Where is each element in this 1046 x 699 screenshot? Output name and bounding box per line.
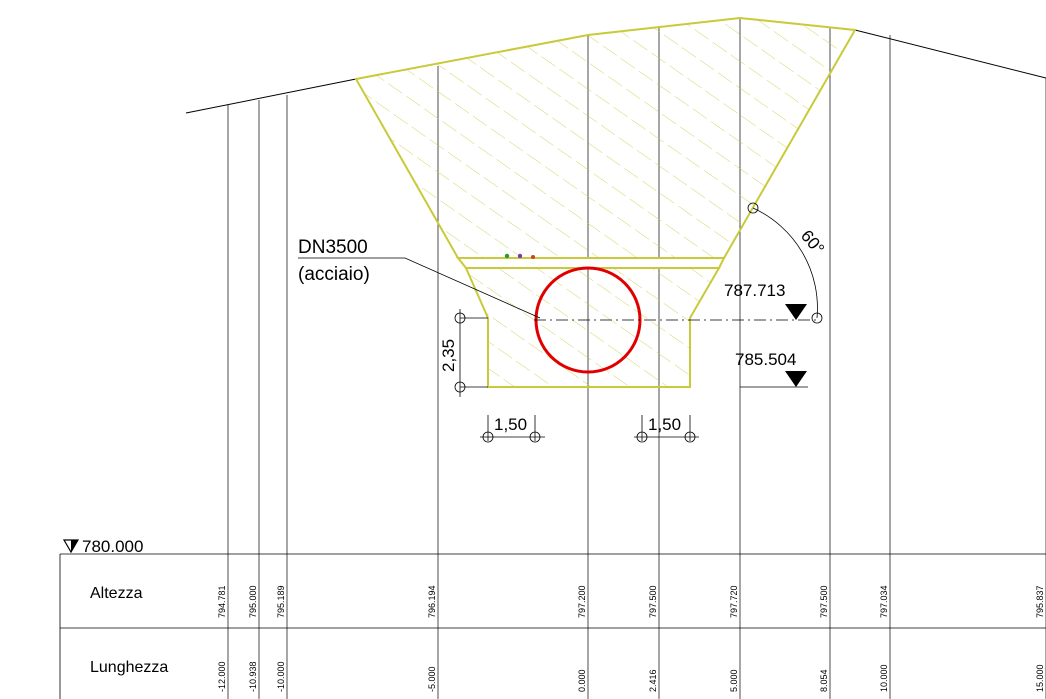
- profile-table-values: 794.781 -12.000 795.000 -10.938 795.189 -10.0…: [217, 585, 1045, 692]
- trench-bottom-level: 785.504: [735, 350, 796, 369]
- lunghezza-value: 15.000: [1035, 664, 1045, 692]
- offset-dimension-right: [634, 415, 699, 443]
- trench-bottom-level-marker: [785, 371, 807, 387]
- marker-dot-purple: [517, 253, 523, 259]
- pipe-axis-level: 787.713: [724, 281, 785, 300]
- pipe-material-label: (acciaio): [298, 264, 370, 285]
- backfill-lower: [464, 267, 721, 388]
- pipe-label: DN3500: [298, 237, 368, 258]
- lunghezza-value: 2.416: [648, 669, 658, 692]
- datum-level-marker-fill: [71, 540, 78, 552]
- bedding-band: [455, 257, 726, 269]
- lunghezza-value: 8.054: [819, 669, 829, 692]
- lunghezza-value: -10.938: [248, 661, 258, 692]
- altezza-value: 797.500: [648, 585, 658, 618]
- pipe-axis-level-marker: [785, 304, 807, 320]
- lunghezza-value: 10.000: [879, 664, 889, 692]
- pipe-label-leader: [298, 257, 541, 319]
- lunghezza-value: -5.000: [427, 666, 437, 692]
- row-label-lunghezza: Lunghezza: [90, 659, 168, 676]
- altezza-value: 796.194: [427, 585, 437, 618]
- altezza-value: 797.200: [577, 585, 587, 618]
- offset-dimension-right-value: 1,50: [648, 415, 681, 434]
- altezza-value: 795.837: [1035, 585, 1045, 618]
- slope-angle-value: 60°: [797, 226, 828, 258]
- altezza-value: 797.034: [879, 585, 889, 618]
- depth-dimension-value: 2,35: [439, 339, 458, 372]
- altezza-value: 794.781: [217, 585, 227, 618]
- altezza-value: 797.500: [819, 585, 829, 618]
- lunghezza-value: 5.000: [729, 669, 739, 692]
- backfill-upper: [354, 16, 857, 259]
- altezza-value: 795.189: [276, 585, 286, 618]
- row-label-altezza: Altezza: [90, 585, 143, 602]
- lunghezza-value: -12.000: [217, 661, 227, 692]
- lunghezza-value: 0.000: [577, 669, 587, 692]
- datum-level: 780.000: [82, 537, 143, 556]
- altezza-value: 797.720: [729, 585, 739, 618]
- lunghezza-value: -10.000: [276, 661, 286, 692]
- slope-angle-marker: [747, 202, 823, 324]
- marker-dot-red: [531, 255, 535, 259]
- depth-dimension: [454, 309, 488, 397]
- marker-dot-green: [504, 253, 510, 259]
- altezza-value: 795.000: [248, 585, 258, 618]
- profile-table: [59, 553, 1046, 699]
- offset-dimension-left: [480, 415, 545, 443]
- offset-dimension-left-value: 1,50: [494, 415, 527, 434]
